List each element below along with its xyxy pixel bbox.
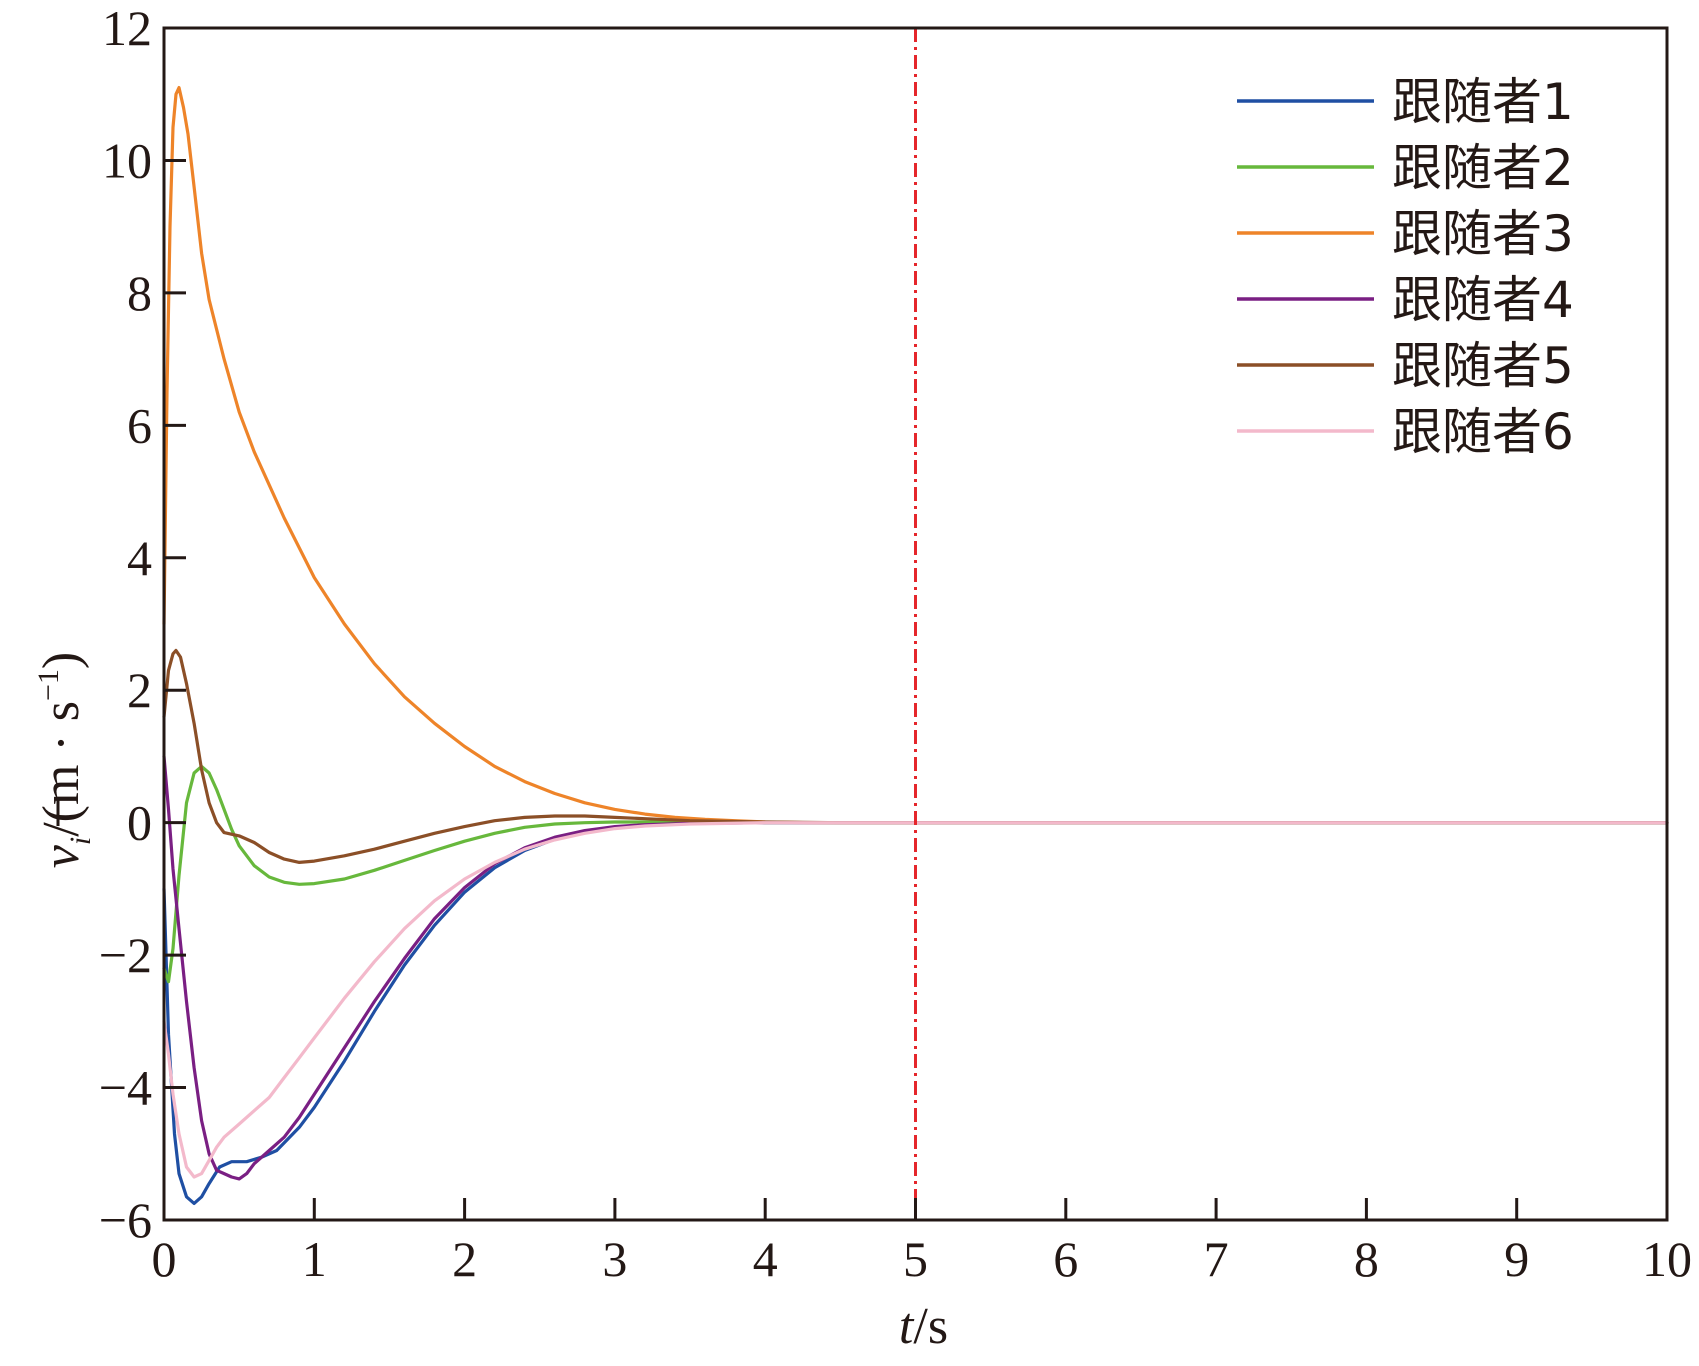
y-label-unit-open: /(m · s bbox=[33, 701, 90, 837]
series-line-4 bbox=[162, 754, 1669, 1181]
legend-label-4: 跟随者4 bbox=[1392, 271, 1574, 329]
y-tick-label: 12 bbox=[102, 0, 152, 56]
x-tick-label: 4 bbox=[753, 1231, 778, 1287]
x-tick-label: 8 bbox=[1354, 1231, 1379, 1287]
x-tick-label: 6 bbox=[1053, 1231, 1078, 1287]
x-tick-label: 2 bbox=[452, 1231, 477, 1287]
x-axis-label: t/s bbox=[899, 1298, 948, 1355]
legend-label-1: 跟随者1 bbox=[1392, 73, 1574, 131]
x-tick-label: 9 bbox=[1504, 1231, 1529, 1287]
y-axis-label: vi/(m · s−1) bbox=[32, 652, 97, 868]
y-tick-label: 10 bbox=[102, 132, 152, 188]
y-label-unit-sup: −1 bbox=[32, 669, 65, 701]
series-layer bbox=[162, 86, 1669, 1205]
legend-label-6: 跟随者6 bbox=[1392, 403, 1574, 461]
y-tick-label: −4 bbox=[99, 1060, 152, 1116]
y-label-unit-close: ) bbox=[33, 652, 90, 669]
y-tick-label: −2 bbox=[99, 927, 152, 983]
series-line-5 bbox=[162, 648, 1669, 864]
x-tick-label: 7 bbox=[1204, 1231, 1229, 1287]
y-tick-label: 6 bbox=[127, 397, 152, 453]
x-tick-label: 10 bbox=[1642, 1231, 1692, 1287]
y-tick-label: −6 bbox=[99, 1192, 152, 1248]
y-tick-label: 4 bbox=[127, 530, 152, 586]
series-line-6 bbox=[162, 821, 1669, 1179]
y-label-sub: i bbox=[64, 837, 97, 845]
series-line-2 bbox=[162, 764, 1669, 984]
x-tick-label: 0 bbox=[152, 1231, 177, 1287]
svg-text:vi/(m · s−1): vi/(m · s−1) bbox=[32, 652, 97, 868]
legend-label-3: 跟随者3 bbox=[1392, 205, 1574, 263]
y-tick-label: 0 bbox=[127, 795, 152, 851]
series-line-3 bbox=[162, 86, 1669, 825]
y-tick-label: 2 bbox=[127, 662, 152, 718]
y-label-var: v bbox=[33, 844, 90, 868]
x-tick-label: 3 bbox=[602, 1231, 627, 1287]
y-tick-label: 8 bbox=[127, 265, 152, 321]
legend-label-2: 跟随者2 bbox=[1392, 139, 1574, 197]
legend-label-5: 跟随者5 bbox=[1392, 337, 1574, 395]
x-tick-label: 5 bbox=[903, 1231, 928, 1287]
x-tick-label: 1 bbox=[302, 1231, 327, 1287]
legend: 跟随者1 跟随者2 跟随者3 跟随者4 跟随者5 跟随者6 bbox=[1237, 73, 1574, 461]
